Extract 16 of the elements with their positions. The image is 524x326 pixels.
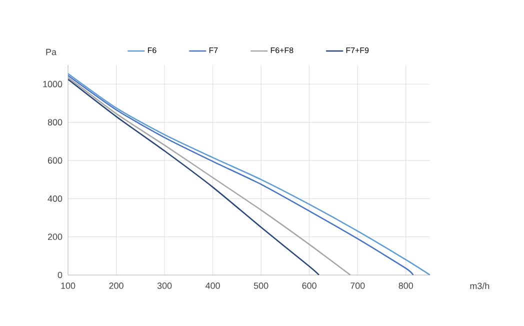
x-tick-label: 700 — [350, 282, 365, 289]
y-tick-label: 1000 — [43, 80, 62, 88]
x-tick-label: 500 — [254, 282, 268, 289]
x-tick-label: 100 — [61, 282, 76, 289]
y-tick-label: 600 — [48, 157, 62, 164]
x-tick-label: 600 — [302, 282, 316, 289]
y-tick-label: 200 — [48, 234, 62, 240]
x-tick-label: 400 — [206, 282, 220, 289]
y-tick-label: 0 — [58, 272, 62, 278]
y-axis-title: Pa — [46, 48, 56, 56]
x-tick-label: 200 — [109, 282, 124, 289]
y-tick-label: 800 — [48, 119, 62, 126]
x-axis-title: m3/h — [470, 282, 490, 290]
x-tick-label: 300 — [157, 282, 172, 289]
y-tick-label: 400 — [48, 195, 62, 202]
x-tick-label: 800 — [398, 282, 413, 289]
